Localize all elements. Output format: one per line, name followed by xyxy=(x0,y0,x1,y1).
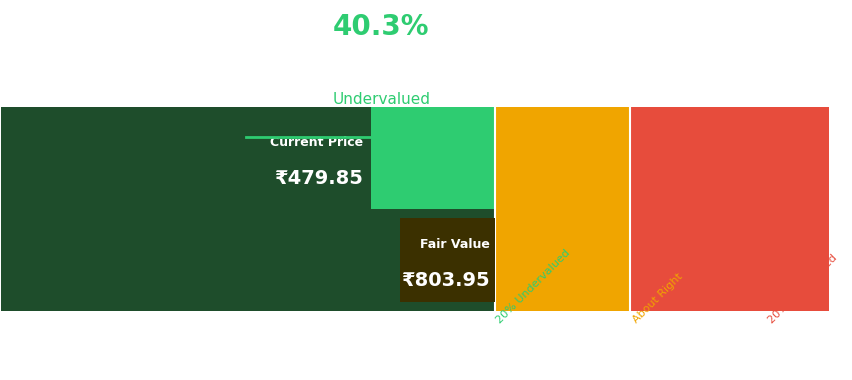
Text: Fair Value: Fair Value xyxy=(419,238,489,251)
Text: ₹803.95: ₹803.95 xyxy=(400,271,489,290)
Bar xyxy=(494,107,630,311)
Text: 40.3%: 40.3% xyxy=(332,13,429,41)
Text: Current Price: Current Price xyxy=(270,136,363,149)
Text: About Right: About Right xyxy=(630,272,683,325)
Text: 20% Undervalued: 20% Undervalued xyxy=(494,248,572,325)
Text: Undervalued: Undervalued xyxy=(332,92,430,107)
Bar xyxy=(2,107,371,209)
Bar xyxy=(630,107,828,311)
Bar xyxy=(2,107,494,311)
Text: 20% Overvalued: 20% Overvalued xyxy=(765,253,838,325)
Text: ₹479.85: ₹479.85 xyxy=(273,169,363,188)
Bar xyxy=(2,209,494,311)
Bar xyxy=(399,218,494,302)
